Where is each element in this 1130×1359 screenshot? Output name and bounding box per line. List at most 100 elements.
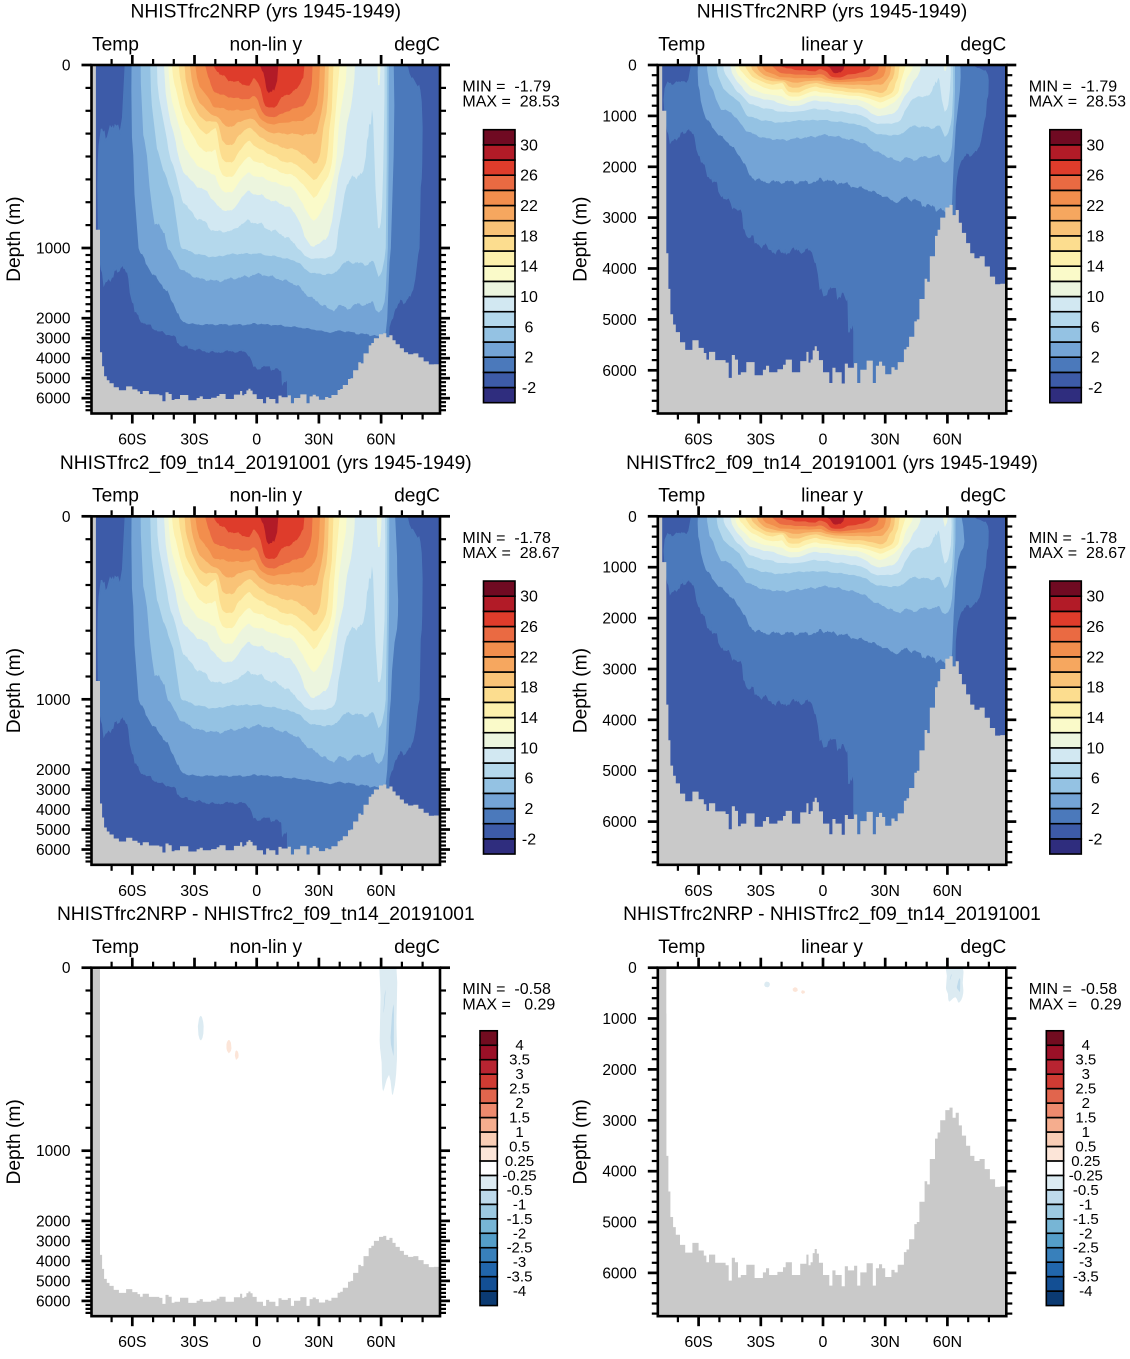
svg-text:0: 0 xyxy=(62,509,71,526)
svg-text:22: 22 xyxy=(520,198,538,215)
svg-text:Temp: Temp xyxy=(658,937,705,958)
svg-text:6: 6 xyxy=(1091,771,1100,788)
svg-text:30S: 30S xyxy=(180,432,208,449)
svg-text:30: 30 xyxy=(520,137,538,154)
svg-text:30S: 30S xyxy=(180,883,208,900)
svg-text:22: 22 xyxy=(520,649,538,666)
svg-text:0.5: 0.5 xyxy=(1075,1139,1096,1156)
svg-text:5000: 5000 xyxy=(36,822,71,839)
svg-text:0: 0 xyxy=(819,883,828,900)
svg-text:10: 10 xyxy=(520,740,538,757)
svg-text:6: 6 xyxy=(525,319,534,336)
svg-text:-2: -2 xyxy=(522,831,536,848)
svg-text:60S: 60S xyxy=(118,883,146,900)
svg-text:18: 18 xyxy=(520,228,538,245)
svg-text:2000: 2000 xyxy=(602,1062,637,1079)
svg-text:MAX = 28.67: MAX = 28.67 xyxy=(462,545,559,562)
svg-text:6000: 6000 xyxy=(36,842,71,859)
svg-text:5000: 5000 xyxy=(36,1273,71,1290)
svg-text:60N: 60N xyxy=(933,432,962,449)
svg-text:2000: 2000 xyxy=(36,311,71,328)
svg-text:5000: 5000 xyxy=(602,763,637,780)
svg-text:0: 0 xyxy=(819,432,828,449)
svg-text:14: 14 xyxy=(1086,710,1104,727)
svg-text:1000: 1000 xyxy=(36,241,71,258)
svg-text:MAX = 28.53: MAX = 28.53 xyxy=(1029,94,1126,111)
svg-text:-4: -4 xyxy=(513,1283,526,1300)
svg-text:-1: -1 xyxy=(513,1196,526,1213)
svg-text:2: 2 xyxy=(525,350,534,367)
svg-text:18: 18 xyxy=(1086,680,1104,697)
svg-text:linear y: linear y xyxy=(801,34,863,55)
svg-text:4: 4 xyxy=(515,1037,523,1054)
svg-text:30S: 30S xyxy=(747,1334,775,1351)
svg-text:Temp: Temp xyxy=(92,34,139,55)
svg-text:Temp: Temp xyxy=(92,486,139,507)
svg-text:non-lin y: non-lin y xyxy=(230,937,303,958)
svg-text:60N: 60N xyxy=(366,432,395,449)
svg-text:18: 18 xyxy=(1086,228,1104,245)
svg-text:degC: degC xyxy=(394,937,440,958)
svg-text:3: 3 xyxy=(1082,1066,1090,1083)
svg-text:30N: 30N xyxy=(304,883,333,900)
svg-text:26: 26 xyxy=(1086,619,1104,636)
svg-text:6: 6 xyxy=(525,771,534,788)
svg-text:22: 22 xyxy=(1086,649,1104,666)
svg-text:30N: 30N xyxy=(871,883,900,900)
svg-text:-4: -4 xyxy=(1079,1283,1092,1300)
svg-text:14: 14 xyxy=(520,710,538,727)
svg-text:3: 3 xyxy=(515,1066,523,1083)
svg-text:-3.5: -3.5 xyxy=(1073,1269,1099,1286)
svg-text:4000: 4000 xyxy=(602,712,637,729)
svg-text:Depth (m): Depth (m) xyxy=(570,1099,591,1184)
svg-text:4000: 4000 xyxy=(36,802,71,819)
svg-text:-3: -3 xyxy=(1079,1254,1092,1271)
svg-text:3000: 3000 xyxy=(36,1233,71,1250)
svg-text:degC: degC xyxy=(394,34,440,55)
svg-text:4000: 4000 xyxy=(36,1253,71,1270)
svg-text:MIN = -0.58: MIN = -0.58 xyxy=(462,981,551,998)
svg-text:-2.5: -2.5 xyxy=(1073,1240,1099,1257)
svg-text:-0.25: -0.25 xyxy=(1069,1167,1103,1184)
svg-text:NHISTfrc2NRP - NHISTfrc2_f09_t: NHISTfrc2NRP - NHISTfrc2_f09_tn14_201910… xyxy=(57,904,475,925)
svg-text:3000: 3000 xyxy=(602,1113,637,1130)
svg-text:2000: 2000 xyxy=(36,1213,71,1230)
svg-text:MIN = -1.78: MIN = -1.78 xyxy=(1029,530,1118,547)
svg-text:2.5: 2.5 xyxy=(1075,1081,1096,1098)
svg-text:Depth (m): Depth (m) xyxy=(570,197,591,282)
svg-text:6000: 6000 xyxy=(602,814,637,831)
svg-text:-2: -2 xyxy=(1088,380,1102,397)
svg-text:2: 2 xyxy=(525,801,534,818)
svg-text:NHISTfrc2_f09_tn14_20191001 (y: NHISTfrc2_f09_tn14_20191001 (yrs 1945-19… xyxy=(626,453,1038,474)
svg-text:60S: 60S xyxy=(118,1334,146,1351)
svg-text:MAX = 0.29: MAX = 0.29 xyxy=(462,996,555,1013)
svg-text:0: 0 xyxy=(252,883,261,900)
svg-text:30N: 30N xyxy=(304,432,333,449)
svg-text:3000: 3000 xyxy=(36,782,71,799)
svg-text:0: 0 xyxy=(628,960,637,977)
svg-text:26: 26 xyxy=(520,168,538,185)
svg-text:degC: degC xyxy=(960,486,1006,507)
svg-text:60N: 60N xyxy=(933,1334,962,1351)
svg-text:-2.5: -2.5 xyxy=(507,1240,533,1257)
svg-text:0: 0 xyxy=(819,1334,828,1351)
svg-text:1: 1 xyxy=(515,1124,523,1141)
svg-text:1000: 1000 xyxy=(602,1011,637,1028)
svg-text:3000: 3000 xyxy=(602,210,637,227)
svg-text:4: 4 xyxy=(1082,1037,1090,1054)
svg-text:10: 10 xyxy=(1086,289,1104,306)
svg-text:60N: 60N xyxy=(366,883,395,900)
svg-text:Depth (m): Depth (m) xyxy=(570,648,591,733)
svg-text:0: 0 xyxy=(628,509,637,526)
svg-text:0: 0 xyxy=(252,432,261,449)
svg-text:60S: 60S xyxy=(684,1334,712,1351)
svg-text:-3: -3 xyxy=(513,1254,526,1271)
svg-text:-0.5: -0.5 xyxy=(507,1182,533,1199)
svg-text:60S: 60S xyxy=(684,883,712,900)
svg-text:14: 14 xyxy=(520,259,538,276)
svg-text:2000: 2000 xyxy=(602,611,637,628)
svg-text:2: 2 xyxy=(1082,1095,1090,1112)
svg-text:-2: -2 xyxy=(513,1225,526,1242)
svg-text:NHISTfrc2NRP - NHISTfrc2_f09_t: NHISTfrc2NRP - NHISTfrc2_f09_tn14_201910… xyxy=(623,904,1041,925)
svg-text:30: 30 xyxy=(1086,137,1104,154)
